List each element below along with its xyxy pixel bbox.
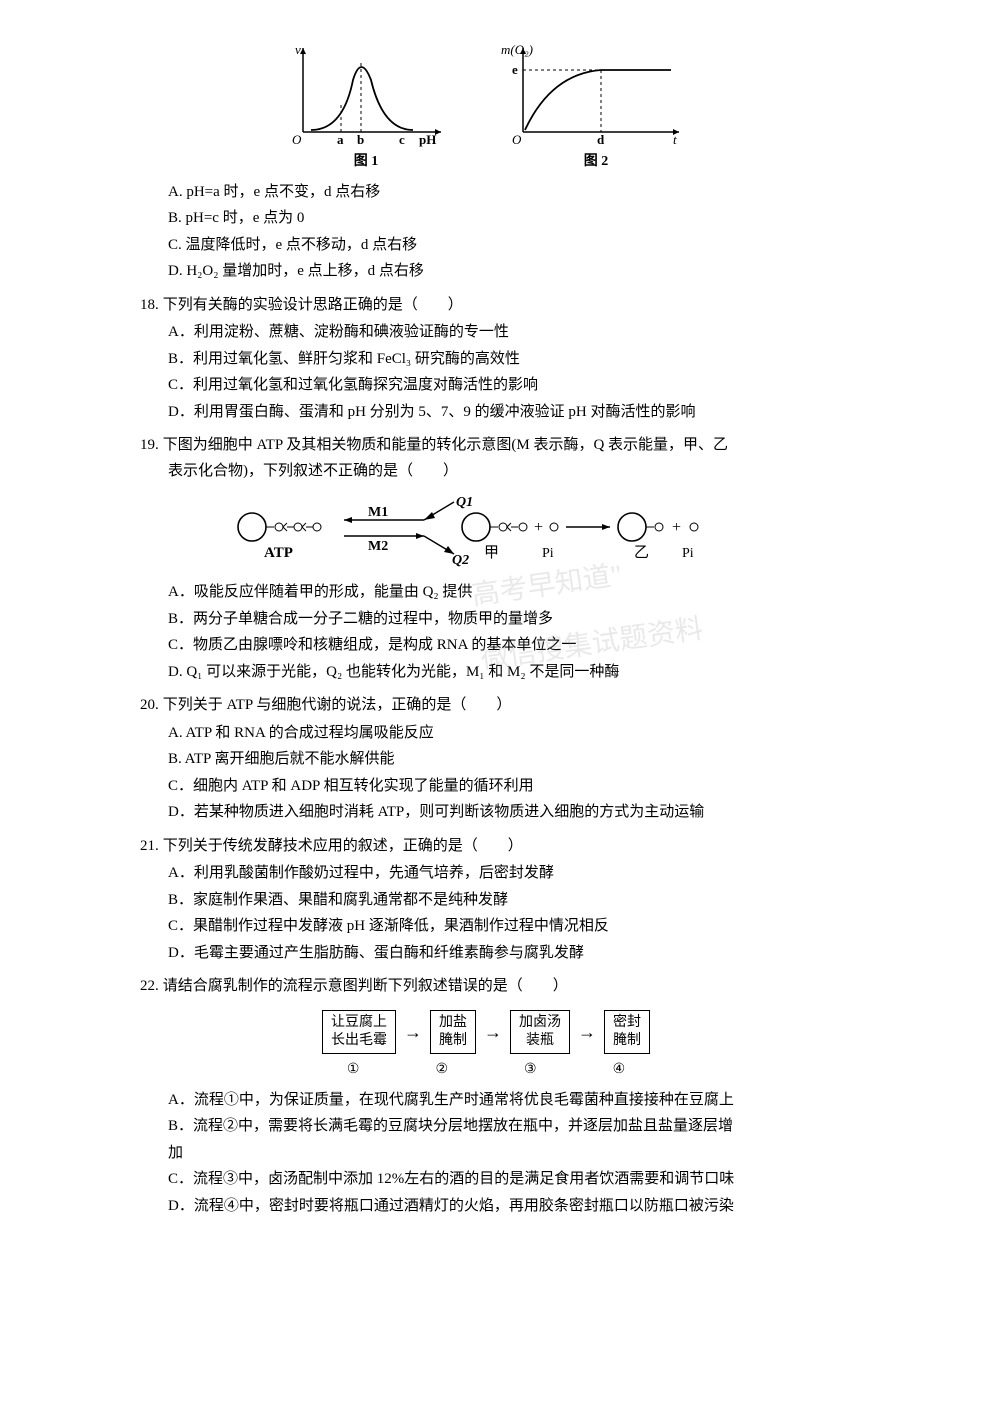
opt-c: C. 温度降低时，e 点不移动，d 点右移 [168, 233, 832, 259]
question-20: 20. 下列关于 ATP 与细胞代谢的说法，正确的是（ ） A. ATP 和 R… [140, 693, 832, 826]
flow-box-3: 加卤汤装瓶 [510, 1010, 570, 1054]
graph-row: v O a b c pH 图 1 m(O₂) O e d t 图 2 [140, 40, 832, 174]
svg-text:pH: pH [419, 132, 436, 147]
flow-arrow-icon: → [578, 1017, 596, 1048]
graph-2-caption: 图 2 [501, 150, 691, 174]
flow-num-2: ② [435, 1058, 448, 1082]
q20-num: 20. [140, 693, 159, 719]
opt-a: A. pH=a 时，e 点不变，d 点右移 [168, 180, 832, 206]
svg-text:Q1: Q1 [456, 495, 473, 510]
q22-stem: 请结合腐乳制作的流程示意图判断下列叙述错误的是（ ） [163, 974, 832, 1000]
svg-text:O: O [512, 132, 522, 147]
q22-b2: 加 [168, 1141, 832, 1167]
pre-q18-options: A. pH=a 时，e 点不变，d 点右移 B. pH=c 时，e 点为 0 C… [168, 180, 832, 285]
svg-text:+: + [534, 519, 543, 536]
flow-arrow-icon: → [484, 1017, 502, 1048]
question-21: 21. 下列关于传统发酵技术应用的叙述，正确的是（ ） A．利用乳酸菌制作酸奶过… [140, 834, 832, 967]
q19-stem-l2: 表示化合物)，下列叙述不正确的是（ ） [168, 459, 832, 485]
svg-text:甲: 甲 [484, 545, 499, 561]
svg-text:b: b [357, 132, 364, 147]
flow-num-4: ④ [613, 1058, 626, 1082]
q21-a: A．利用乳酸菌制作酸奶过程中，先通气培养，后密封发酵 [168, 861, 832, 887]
q18-d: D．利用胃蛋白酶、蛋清和 pH 分别为 5、7、9 的缓冲液验证 pH 对酶活性… [168, 400, 832, 426]
q19-num: 19. [140, 433, 159, 459]
flow-box-4: 密封腌制 [604, 1010, 650, 1054]
q21-c: C．果醋制作过程中发酵液 pH 逐渐降低，果酒制作过程中情况相反 [168, 914, 832, 940]
q20-stem: 下列关于 ATP 与细胞代谢的说法，正确的是（ ） [163, 693, 832, 719]
q20-b: B. ATP 离开细胞后就不能水解供能 [168, 747, 832, 773]
svg-text:Q2: Q2 [452, 553, 469, 568]
svg-text:ATP: ATP [264, 545, 293, 561]
graph-1: v O a b c pH 图 1 [281, 40, 451, 174]
flow-num-3: ③ [524, 1058, 537, 1082]
opt-d: D. H₂O₂ 量增加时，e 点上移，d 点右移 [168, 259, 832, 285]
q18-stem: 下列有关酶的实验设计思路正确的是（ ） [163, 293, 832, 319]
q22-c: C．流程③中，卤汤配制中添加 12%左右的酒的目的是满足食用者饮酒需要和调节口味 [168, 1167, 832, 1193]
opt-b: B. pH=c 时，e 点为 0 [168, 206, 832, 232]
svg-text:O: O [292, 132, 302, 147]
q18-a: A．利用淀粉、蔗糖、淀粉酶和碘液验证酶的专一性 [168, 320, 832, 346]
question-18: 18. 下列有关酶的实验设计思路正确的是（ ） A．利用淀粉、蔗糖、淀粉酶和碘液… [140, 293, 832, 426]
svg-text:乙: 乙 [634, 545, 649, 561]
q22-b: B．流程②中，需要将长满毛霉的豆腐块分层地摆放在瓶中，并逐层加盐且盐量逐层增 [168, 1114, 832, 1140]
q18-num: 18. [140, 293, 159, 319]
q19-c: C．物质乙由腺嘌呤和核糖组成，是构成 RNA 的基本单位之一 [168, 633, 832, 659]
q20-c: C．细胞内 ATP 和 ADP 相互转化实现了能量的循环利用 [168, 774, 832, 800]
question-22: 22. 请结合腐乳制作的流程示意图判断下列叙述错误的是（ ） 让豆腐上长出毛霉 … [140, 974, 832, 1219]
svg-text:a: a [337, 132, 344, 147]
svg-text:e: e [512, 62, 518, 77]
flow-box-2: 加盐腌制 [430, 1010, 476, 1054]
q21-b: B．家庭制作果酒、果醋和腐乳通常都不是纯种发酵 [168, 888, 832, 914]
q19-b: B．两分子单糖合成一分子二糖的过程中，物质甲的量增多 [168, 607, 832, 633]
svg-text:t: t [673, 132, 677, 147]
svg-text:M2: M2 [368, 539, 388, 554]
svg-text:Pi: Pi [682, 546, 694, 561]
q21-num: 21. [140, 834, 159, 860]
graph-1-caption: 图 1 [281, 150, 451, 174]
q19-d: D. Q₁ 可以来源于光能，Q₂ 也能转化为光能，M₁ 和 M₂ 不是同一种酶 [168, 660, 832, 686]
q18-c: C．利用过氧化氢和过氧化氢酶探究温度对酶活性的影响 [168, 373, 832, 399]
flow-box-1: 让豆腐上长出毛霉 [322, 1010, 396, 1054]
q21-stem: 下列关于传统发酵技术应用的叙述，正确的是（ ） [163, 834, 832, 860]
q19-a: A．吸能反应伴随着甲的形成，能量由 Q₂ 提供 [168, 580, 832, 606]
q19-diagram: ATP M1 M2 Q1 Q2 甲 + Pi [140, 492, 832, 572]
svg-text:Pi: Pi [542, 546, 554, 561]
question-19: 19. 下图为细胞中 ATP 及其相关物质和能量的转化示意图(M 表示酶，Q 表… [140, 433, 832, 685]
svg-text:c: c [399, 132, 405, 147]
q20-d: D．若某种物质进入细胞时消耗 ATP，则可判断该物质进入细胞的方式为主动运输 [168, 800, 832, 826]
q22-a: A．流程①中，为保证质量，在现代腐乳生产时通常将优良毛霉菌种直接接种在豆腐上 [168, 1088, 832, 1114]
svg-text:+: + [672, 519, 681, 536]
svg-text:v: v [295, 42, 301, 57]
flow-num-1: ① [347, 1058, 360, 1082]
q21-d: D．毛霉主要通过产生脂肪酶、蛋白酶和纤维素酶参与腐乳发酵 [168, 941, 832, 967]
svg-text:M1: M1 [368, 505, 388, 520]
q20-a: A. ATP 和 RNA 的合成过程均属吸能反应 [168, 721, 832, 747]
q18-b: B．利用过氧化氢、鲜肝匀浆和 FeCl₃ 研究酶的高效性 [168, 347, 832, 373]
q22-d: D．流程④中，密封时要将瓶口通过酒精灯的火焰，再用胶条密封瓶口以防瓶口被污染 [168, 1194, 832, 1220]
q22-flow-nums: ① ② ③ ④ [140, 1058, 832, 1082]
q19-stem-l1: 下图为细胞中 ATP 及其相关物质和能量的转化示意图(M 表示酶，Q 表示能量，… [163, 433, 832, 459]
q22-flow: 让豆腐上长出毛霉 → 加盐腌制 → 加卤汤装瓶 → 密封腌制 [140, 1010, 832, 1054]
q22-num: 22. [140, 974, 159, 1000]
graph-2: m(O₂) O e d t 图 2 [501, 40, 691, 174]
svg-text:m(O₂): m(O₂) [501, 42, 533, 57]
flow-arrow-icon: → [404, 1017, 422, 1048]
svg-text:d: d [597, 132, 605, 147]
